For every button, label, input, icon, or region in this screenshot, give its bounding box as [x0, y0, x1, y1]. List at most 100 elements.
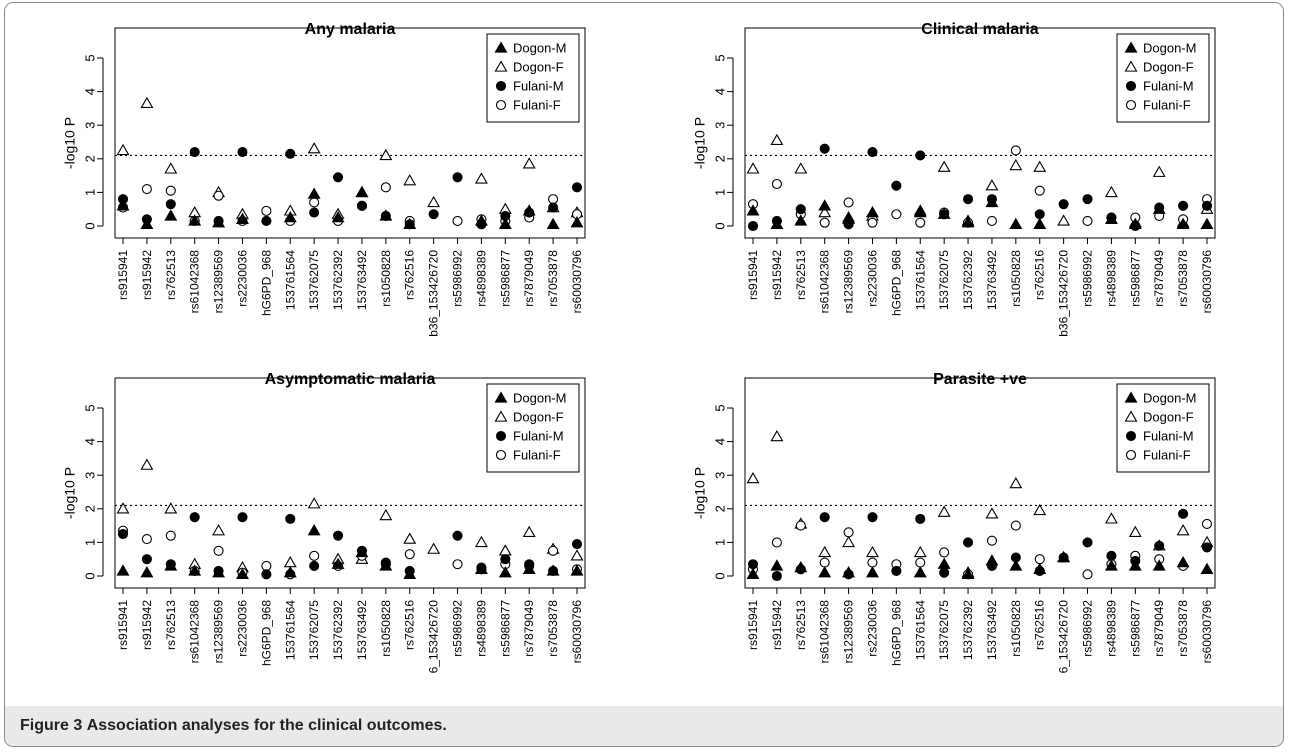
point-fulani-m	[333, 530, 344, 541]
point-dogon-f	[1104, 185, 1118, 198]
point-fulani-m	[117, 528, 129, 540]
point-fulani-m	[963, 537, 974, 548]
x-tick-label: rs762516	[403, 250, 417, 300]
point-dogon-m	[866, 566, 879, 578]
point-fulani-f	[141, 533, 152, 545]
y-axis-label: -log10 P	[62, 117, 78, 169]
chart-title: Any malaria	[305, 21, 396, 38]
point-fulani-f	[1082, 569, 1093, 580]
x-tick-label: rs4898389	[1104, 600, 1118, 657]
point-fulani-f	[843, 197, 854, 208]
point-dogon-f	[937, 505, 951, 517]
x-tick-label: rs762513	[794, 600, 808, 650]
legend-marker-dogon-f	[1124, 60, 1138, 72]
figure-frame	[4, 2, 1284, 747]
x-tick-label: 153762392	[961, 250, 975, 310]
point-fulani-m	[571, 182, 583, 193]
point-fulani-f	[891, 209, 902, 220]
point-dogon-m	[188, 214, 202, 226]
point-dogon-f	[116, 502, 130, 514]
point-fulani-m	[939, 209, 950, 220]
x-tick-label: rs7879049	[1152, 250, 1166, 307]
x-tick-label: 153761564	[283, 600, 297, 660]
point-dogon-f	[818, 545, 832, 558]
x-tick-label: rs1050828	[379, 600, 393, 657]
legend-label-dogon-m: Dogon-M	[513, 41, 566, 56]
point-fulani-m	[500, 554, 511, 565]
point-fulani-f	[165, 530, 176, 541]
point-dogon-m	[307, 524, 321, 536]
legend-marker-fulani-f	[495, 99, 507, 111]
point-dogon-m	[746, 567, 760, 579]
x-tick-label: rs1050828	[1009, 600, 1023, 657]
y-tick-label: 4	[82, 438, 97, 445]
point-fulani-m	[571, 539, 583, 550]
point-dogon-f	[913, 545, 927, 558]
x-tick-label: 153763492	[985, 600, 999, 660]
y-axis-label: -log10 P	[692, 117, 708, 169]
point-fulani-m	[795, 204, 806, 215]
x-tick-label: rs915941	[746, 600, 760, 650]
y-tick-label: 5	[712, 54, 727, 61]
point-fulani-m	[1010, 552, 1021, 563]
point-fulani-m	[771, 215, 782, 227]
point-dogon-m	[116, 199, 130, 211]
x-tick-label: rs4898389	[474, 250, 488, 307]
point-fulani-m	[1178, 200, 1189, 211]
point-dogon-f	[985, 507, 999, 519]
point-fulani-m	[380, 557, 391, 568]
x-tick-label: b36_153426720	[1057, 250, 1071, 337]
x-tick-label: rs7879049	[522, 250, 536, 307]
y-tick-label: 5	[82, 54, 97, 61]
point-fulani-f	[452, 559, 463, 570]
y-tick-label: 0	[712, 222, 727, 229]
point-fulani-m	[891, 565, 902, 577]
x-tick-label: rs915941	[116, 250, 130, 300]
point-dogon-m	[961, 567, 975, 579]
x-tick-label: rs60030796	[570, 250, 584, 314]
point-fulani-m	[771, 570, 782, 582]
x-tick-label: rs915942	[770, 600, 784, 650]
point-fulani-f	[867, 557, 878, 568]
legend-marker-dogon-f	[494, 60, 508, 72]
point-dogon-m	[236, 212, 249, 224]
y-tick-label: 4	[82, 88, 97, 95]
x-tick-label: 153762075	[937, 250, 951, 310]
y-tick-label: 5	[712, 404, 727, 411]
y-tick-label: 0	[82, 572, 97, 579]
point-dogon-m	[961, 216, 975, 228]
y-tick-label: 1	[82, 539, 97, 546]
point-fulani-m	[915, 513, 926, 524]
x-tick-label: hG6PD_968	[259, 250, 273, 316]
x-tick-label: hG6PD_968	[889, 600, 903, 666]
point-fulani-f	[819, 217, 830, 228]
point-fulani-f	[309, 197, 320, 208]
legend-marker-dogon-m	[494, 41, 508, 53]
x-tick-label: rs7879049	[1152, 600, 1166, 657]
y-tick-label: 3	[82, 472, 97, 479]
point-fulani-m	[237, 147, 248, 158]
legend-label-fulani-f: Fulani-F	[1143, 448, 1191, 463]
point-fulani-f	[261, 560, 272, 571]
point-dogon-f	[116, 143, 130, 156]
legend-marker-fulani-m	[1125, 430, 1137, 442]
x-tick-label: 153762075	[307, 600, 321, 660]
point-fulani-f	[213, 190, 224, 201]
legend-label-dogon-f: Dogon-F	[1143, 60, 1194, 75]
legend-label-dogon-m: Dogon-M	[513, 391, 566, 406]
y-tick-label: 3	[82, 122, 97, 129]
point-fulani-m	[1154, 540, 1165, 551]
x-tick-label: rs762516	[1033, 250, 1047, 300]
panel-clinical-malaria: Clinical malaria 0 1 2 3 4 5 -log10 P rs915941 rs…	[692, 21, 1216, 337]
y-tick-label: 0	[82, 222, 97, 229]
point-dogon-m	[188, 564, 202, 576]
x-tick-label: rs7053878	[1176, 250, 1190, 307]
point-dogon-m	[498, 566, 512, 578]
x-tick-label: rs762513	[164, 250, 178, 300]
x-tick-label: 153762392	[331, 250, 345, 310]
point-dogon-f	[842, 535, 856, 548]
point-fulani-m	[1034, 565, 1045, 577]
point-fulani-m	[1058, 552, 1069, 563]
x-tick-label: rs12389569	[842, 600, 856, 664]
point-dogon-f	[307, 497, 321, 509]
